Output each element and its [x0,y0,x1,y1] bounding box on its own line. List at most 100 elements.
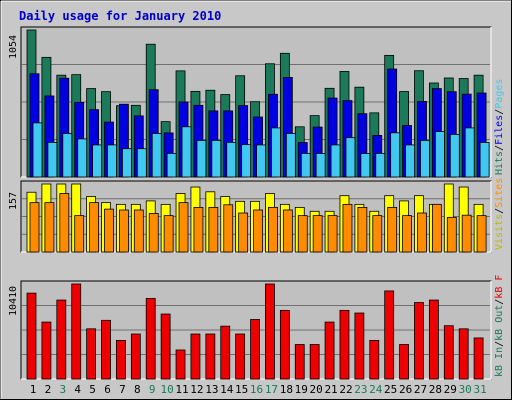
legend-entry: Visits [494,214,505,250]
bar-pages-day-8 [136,148,147,178]
bar-sites-day-10 [163,215,174,253]
bar-pages-day-29 [449,134,460,178]
x-tick-label: 12 [190,383,203,396]
bar-pages-day-12 [196,140,207,178]
bar-sites-day-3 [59,193,70,253]
bar-sites-day-18 [282,209,293,253]
bar-pages-day-7 [122,148,132,178]
bar-sites-day-27 [417,212,427,253]
bar-kbytes-day-23 [354,312,365,380]
bar-sites-day-25 [387,206,398,253]
x-tick-label: 27 [414,383,427,396]
legend-entry: kB In [494,347,505,377]
bar-pages-day-23 [360,153,371,178]
bar-sites-day-8 [133,209,144,253]
bar-sites-day-16 [253,209,263,253]
bar-kbytes-day-3 [56,299,67,380]
bar-pages-day-14 [226,142,237,178]
bar-sites-day-21 [327,215,338,253]
bar-pages-day-2 [47,142,58,178]
x-tick-label: 18 [280,383,293,396]
x-tick-label: 11 [175,383,188,396]
bar-sites-day-14 [223,204,234,253]
bar-kbytes-day-7 [116,339,126,380]
bar-sites-day-30 [461,214,472,253]
bar-sites-day-15 [238,212,249,253]
x-tick-label: 10 [161,383,174,396]
bar-pages-day-21 [330,144,341,178]
bar-sites-day-2 [44,202,55,253]
bar-pages-day-22 [345,137,356,178]
bar-kbytes-day-8 [130,333,141,380]
x-tick-label: 26 [399,383,412,396]
bar-kbytes-day-28 [428,299,439,380]
bar-kbytes-day-16 [250,319,260,380]
bar-pages-day-26 [405,144,415,178]
bar-sites-day-5 [89,202,100,253]
bar-pages-day-17 [271,127,281,178]
x-tick-label: 6 [104,383,111,396]
chart-title: Daily usage for January 2010 [19,9,221,23]
bar-kbytes-day-29 [443,325,454,380]
bar-sites-day-7 [119,209,129,253]
bar-pages-day-11 [181,126,192,178]
bar-pages-day-28 [434,131,445,178]
bar-pages-day-18 [285,133,296,178]
bar-kbytes-day-10 [160,313,171,380]
x-tick-label: 23 [354,383,367,396]
bar-kbytes-day-1 [26,292,37,380]
visits-panel: 157 Visits/Sites [8,178,505,253]
x-tick-label: 17 [265,383,278,396]
bar-sites-day-17 [268,206,278,253]
legend-entry: / [494,109,505,115]
x-tick-label: 1 [30,383,37,396]
bar-pages-day-5 [92,144,103,178]
bar-sites-day-23 [357,206,368,253]
x-tick-label: 16 [250,383,263,396]
x-tick-label: 15 [235,383,248,396]
y-max-label: 10410 [8,286,19,316]
x-tick-label: 21 [324,383,337,396]
legend-entry: / [494,145,505,151]
x-tick-label: 24 [369,383,383,396]
bar-pages-day-16 [256,144,266,178]
bar-kbytes-day-21 [324,321,335,380]
y-max-label: 1054 [8,35,19,59]
bar-kbytes-day-9 [145,298,156,380]
bar-pages-day-24 [375,153,386,178]
bar-sites-day-29 [446,216,457,253]
x-tick-label: 31 [473,383,486,396]
legend-entry: Hits [494,151,505,175]
x-tick-label: 25 [384,383,397,396]
bar-kbytes-day-19 [294,344,305,380]
legend-entry: Files [494,115,505,145]
x-tick-label: 14 [220,383,234,396]
x-axis-labels: 1 2 3 4 5 6 7 8 9 10 11 12 13 14 15 16 17 18 19 20 21 22 23 24 2… [30,383,487,396]
x-tick-label: 28 [429,383,442,396]
bar-sites-day-22 [342,203,353,253]
bar-kbytes-day-26 [399,344,409,380]
bar-kbytes-day-30 [458,328,469,380]
bar-kbytes-day-22 [339,309,350,380]
bar-pages-day-3 [62,133,73,178]
bar-sites-day-9 [148,213,159,253]
bar-kbytes-day-25 [384,290,395,380]
x-tick-label: 20 [310,383,323,396]
legend-entry: kB F [494,275,505,299]
bar-sites-day-26 [402,215,412,253]
bar-kbytes-day-24 [369,339,380,380]
legend-entry: / [494,341,505,347]
bar-pages-day-10 [166,153,177,178]
bar-sites-day-19 [297,215,308,253]
bar-kbytes-day-6 [101,319,111,380]
bar-pages-day-30 [464,127,475,178]
bar-pages-day-15 [241,144,252,178]
bar-kbytes-day-4 [71,283,82,380]
bar-kbytes-day-18 [279,309,290,380]
x-tick-label: 22 [339,383,352,396]
bar-kbytes-day-5 [86,328,97,380]
legend-entry: / [494,208,505,214]
bar-sites-day-11 [178,202,189,253]
